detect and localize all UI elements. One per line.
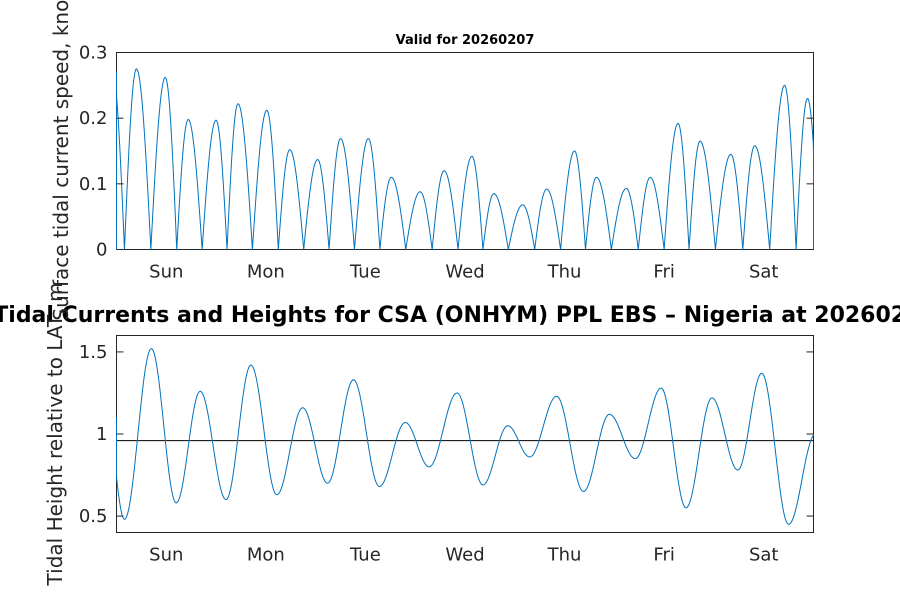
- tidal-height-x-tick-label: Tue: [349, 545, 381, 566]
- tidal-height-x-tick-label: Sat: [749, 545, 779, 566]
- tidal-height-x-tick-label: Wed: [445, 545, 484, 566]
- tidal-height-y-tick-label: 1: [96, 424, 107, 445]
- tidal-height-y-tick-label: 1.5: [79, 342, 108, 363]
- current-speed-x-tick-label: Sat: [749, 262, 779, 283]
- tidal-height-axes-frame: [116, 335, 814, 533]
- tidal-height-x-tick-label: Thu: [547, 545, 582, 566]
- tidal-height-x-ticks: Sun Mon Tue Wed Thu Fri Sat: [149, 545, 778, 566]
- current-speed-x-tick-label: Tue: [349, 262, 381, 283]
- tidal-height-y-axis-label: Tidal Height relative to LAT, m: [43, 283, 67, 587]
- current-speed-chart: Valid for 20260207 0 0.1 0.2 0.3 Sun Mon…: [79, 33, 814, 283]
- current-speed-y-tick-label: 0: [96, 240, 107, 261]
- main-title: Tidal Currents and Heights for CSA (ONHY…: [0, 303, 900, 328]
- current-speed-x-tick-label: Fri: [653, 262, 674, 283]
- tidal-height-chart: 0.5 1 1.5 Sun Mon Tue Wed Thu Fri Sat: [79, 335, 814, 566]
- current-speed-x-tick-label: Sun: [149, 262, 183, 283]
- current-speed-series-line: [116, 68, 814, 250]
- current-speed-y-tick-label: 0.3: [79, 43, 108, 64]
- current-speed-y-tick-label: 0.2: [79, 108, 108, 129]
- current-speed-x-tick-label: Thu: [547, 262, 582, 283]
- tidal-height-series-line: [116, 348, 814, 525]
- tidal-height-x-tick-label: Fri: [653, 545, 674, 566]
- current-speed-y-axis-label: Surface tidal current speed, knots: [49, 0, 73, 321]
- tidal-height-y-tick-label: 0.5: [79, 506, 108, 527]
- current-speed-x-ticks: Sun Mon Tue Wed Thu Fri Sat: [149, 262, 778, 283]
- current-speed-title: Valid for 20260207: [396, 33, 535, 48]
- tidal-height-x-tick-label: Mon: [247, 545, 285, 566]
- current-speed-x-tick-label: Mon: [247, 262, 285, 283]
- tidal-height-y-ticks: 0.5 1 1.5: [79, 342, 814, 527]
- current-speed-y-ticks: 0 0.1 0.2 0.3: [79, 43, 814, 261]
- current-speed-x-tick-label: Wed: [445, 262, 484, 283]
- current-speed-y-tick-label: 0.1: [79, 174, 108, 195]
- tidal-height-x-tick-label: Sun: [149, 545, 183, 566]
